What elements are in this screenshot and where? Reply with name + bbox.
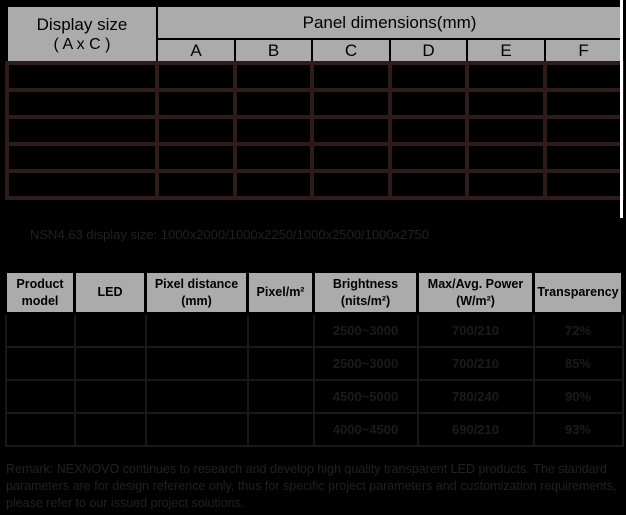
table-row xyxy=(5,142,625,173)
spec-cell-led xyxy=(73,312,147,348)
spec-cell-product-model xyxy=(4,345,76,381)
spec-cell-max-avg-power: 780/240 xyxy=(416,378,535,414)
panel-dimensions-header: Panel dimensions(mm) xyxy=(155,5,624,40)
spec-header-max-avg-power: Max/Avg. Power (W/m²) xyxy=(416,270,535,315)
col-header-a: A xyxy=(156,38,236,64)
table-cell xyxy=(310,169,392,200)
table-cell xyxy=(465,61,547,92)
table-cell xyxy=(5,169,159,200)
table-cell xyxy=(155,169,237,200)
table-cell xyxy=(542,142,625,173)
spec-cell-pixel-per-m2 xyxy=(246,378,315,414)
spec-cell-led xyxy=(73,378,147,414)
table-cell xyxy=(542,88,625,119)
table-cell xyxy=(233,115,314,146)
table-cell xyxy=(155,142,237,173)
spec-table: Product model LED Pixel distance (mm) Pi… xyxy=(4,270,624,447)
table-cell xyxy=(5,61,159,92)
spec-header-pixel-per-m2: Pixel/m² xyxy=(246,270,315,315)
spec-row: 2500~3000 700/210 85% xyxy=(4,345,624,381)
spec-row: 4500~5000 780/240 90% xyxy=(4,378,624,414)
spec-header-brightness: Brightness (nits/m²) xyxy=(312,270,419,315)
table-cell xyxy=(542,169,625,200)
table-cell xyxy=(233,169,314,200)
spec-row: 2500~3000 700/210 72% xyxy=(4,312,624,348)
spec-cell-product-model xyxy=(4,411,76,447)
table-cell xyxy=(388,61,469,92)
col-header-d: D xyxy=(389,38,468,64)
spec-cell-transparency: 72% xyxy=(532,312,624,348)
table-cell xyxy=(465,142,547,173)
spec-cell-pixel-per-m2 xyxy=(246,345,315,381)
size-note: NSN4.63 display size: 1000x2000/1000x225… xyxy=(30,227,429,242)
spec-cell-max-avg-power: 700/210 xyxy=(416,312,535,348)
table-cell xyxy=(155,115,237,146)
spec-cell-transparency: 90% xyxy=(532,378,624,414)
spec-cell-pixel-per-m2 xyxy=(246,411,315,447)
table-cell xyxy=(310,142,392,173)
spec-header-transparency: Transparency xyxy=(532,270,624,315)
table-cell xyxy=(388,115,469,146)
spec-cell-brightness: 2500~3000 xyxy=(312,312,419,348)
table-cell xyxy=(155,61,237,92)
display-size-line1: Display size xyxy=(36,14,128,34)
remark-text: Remark: NEXNOVO continues to research an… xyxy=(6,462,617,510)
display-size-line2: ( A x C ) xyxy=(53,35,111,53)
spec-cell-max-avg-power: 700/210 xyxy=(416,345,535,381)
right-edge-line xyxy=(620,0,623,218)
display-size-header: Display size ( A x C ) xyxy=(6,5,158,64)
table-cell xyxy=(5,115,159,146)
spec-cell-transparency: 85% xyxy=(532,345,624,381)
spec-cell-brightness: 2500~3000 xyxy=(312,345,419,381)
table-row xyxy=(5,88,625,119)
spec-cell-transparency: 93% xyxy=(532,411,624,447)
spec-cell-max-avg-power: 690/210 xyxy=(416,411,535,447)
table-cell xyxy=(388,88,469,119)
table-cell xyxy=(388,169,469,200)
col-header-f: F xyxy=(543,38,624,64)
table-cell xyxy=(233,88,314,119)
table-cell xyxy=(465,115,547,146)
table-cell xyxy=(310,115,392,146)
table-cell xyxy=(388,142,469,173)
table-cell xyxy=(233,61,314,92)
spec-cell-pixel-distance xyxy=(144,312,249,348)
spec-cell-led xyxy=(73,411,147,447)
table-cell xyxy=(5,142,159,173)
table-row xyxy=(5,115,625,146)
table-cell xyxy=(542,61,625,92)
spec-cell-pixel-distance xyxy=(144,345,249,381)
spec-cell-pixel-per-m2 xyxy=(246,312,315,348)
spec-header-product-model: Product model xyxy=(4,270,76,315)
table-cell xyxy=(465,88,547,119)
spec-cell-pixel-distance xyxy=(144,378,249,414)
col-header-b: B xyxy=(234,38,313,64)
table-cell xyxy=(465,169,547,200)
spec-cell-brightness: 4000~4500 xyxy=(312,411,419,447)
spec-cell-product-model xyxy=(4,378,76,414)
table-row xyxy=(5,61,625,92)
table-row xyxy=(5,169,625,200)
panel-dimensions-table: Display size ( A x C ) Panel dimensions(… xyxy=(5,5,625,200)
col-header-c: C xyxy=(311,38,391,64)
spec-cell-pixel-distance xyxy=(144,411,249,447)
spec-cell-brightness: 4500~5000 xyxy=(312,378,419,414)
table-cell xyxy=(542,115,625,146)
spec-cell-led xyxy=(73,345,147,381)
table-cell xyxy=(310,61,392,92)
table-cell xyxy=(233,142,314,173)
col-header-e: E xyxy=(466,38,546,64)
table-cell xyxy=(155,88,237,119)
table-cell xyxy=(5,88,159,119)
spec-row: 4000~4500 690/210 93% xyxy=(4,411,624,447)
table-cell xyxy=(310,88,392,119)
spec-header-pixel-distance: Pixel distance (mm) xyxy=(144,270,249,315)
spec-cell-product-model xyxy=(4,312,76,348)
spec-header-led: LED xyxy=(73,270,147,315)
